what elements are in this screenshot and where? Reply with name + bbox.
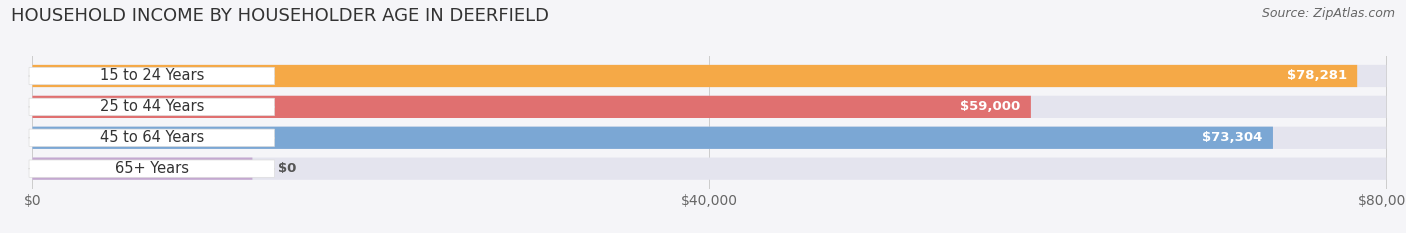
FancyBboxPatch shape — [30, 129, 274, 147]
FancyBboxPatch shape — [32, 65, 1386, 87]
Text: 25 to 44 Years: 25 to 44 Years — [100, 99, 204, 114]
Text: $0: $0 — [278, 162, 297, 175]
Text: 45 to 64 Years: 45 to 64 Years — [100, 130, 204, 145]
FancyBboxPatch shape — [32, 158, 253, 180]
Text: $78,281: $78,281 — [1286, 69, 1347, 82]
FancyBboxPatch shape — [30, 67, 274, 85]
FancyBboxPatch shape — [32, 127, 1272, 149]
FancyBboxPatch shape — [32, 96, 1386, 118]
Text: 65+ Years: 65+ Years — [115, 161, 188, 176]
FancyBboxPatch shape — [32, 158, 1386, 180]
FancyBboxPatch shape — [30, 98, 274, 116]
Text: $59,000: $59,000 — [960, 100, 1021, 113]
Text: $73,304: $73,304 — [1202, 131, 1263, 144]
Text: 15 to 24 Years: 15 to 24 Years — [100, 69, 204, 83]
FancyBboxPatch shape — [30, 160, 274, 177]
Text: Source: ZipAtlas.com: Source: ZipAtlas.com — [1261, 7, 1395, 20]
Text: HOUSEHOLD INCOME BY HOUSEHOLDER AGE IN DEERFIELD: HOUSEHOLD INCOME BY HOUSEHOLDER AGE IN D… — [11, 7, 550, 25]
FancyBboxPatch shape — [32, 96, 1031, 118]
FancyBboxPatch shape — [32, 127, 1386, 149]
FancyBboxPatch shape — [32, 65, 1357, 87]
